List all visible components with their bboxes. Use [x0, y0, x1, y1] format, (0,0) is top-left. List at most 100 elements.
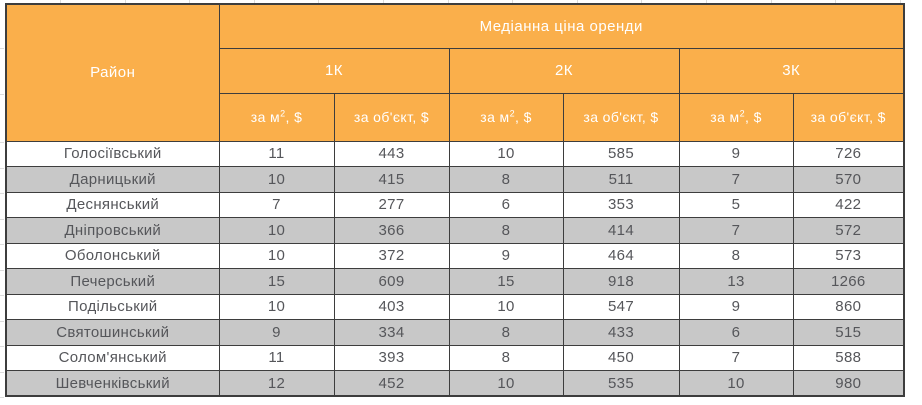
value-cell[interactable]: 8: [448, 166, 564, 193]
gridline-stub: [318, 0, 319, 3]
value-cell[interactable]: 393: [333, 344, 450, 371]
gridline-stub: [0, 142, 4, 143]
value-cell[interactable]: 6: [678, 319, 794, 346]
gridline-stub: [125, 0, 126, 3]
value-cell[interactable]: 726: [792, 140, 905, 167]
gridline-stub: [0, 270, 4, 271]
value-cell[interactable]: 443: [333, 140, 450, 167]
value-cell[interactable]: 422: [792, 191, 905, 218]
gridline-stub: [771, 0, 772, 3]
value-cell[interactable]: 9: [678, 140, 794, 167]
value-cell[interactable]: 403: [333, 293, 450, 320]
value-cell[interactable]: 277: [333, 191, 450, 218]
value-cell[interactable]: 1266: [792, 268, 905, 295]
value-cell[interactable]: 515: [792, 319, 905, 346]
value-cell[interactable]: 13: [678, 268, 794, 295]
value-cell[interactable]: 464: [562, 242, 680, 269]
value-cell[interactable]: 572: [792, 217, 905, 244]
value-cell[interactable]: 12: [218, 370, 335, 397]
group-header-2k[interactable]: 2К: [448, 47, 680, 94]
table-title[interactable]: Медіанна ціна оренди: [218, 3, 905, 49]
district-cell[interactable]: Святошинський: [5, 319, 220, 346]
value-cell[interactable]: 334: [333, 319, 450, 346]
value-cell[interactable]: 9: [448, 242, 564, 269]
district-cell[interactable]: Дарницький: [5, 166, 220, 193]
subheader-per-object-2k[interactable]: за об'єкт, $: [562, 92, 680, 142]
subheader-per-m2-1k[interactable]: за м2, $: [218, 92, 335, 142]
district-cell[interactable]: Подільський: [5, 293, 220, 320]
subheader-per-m2-3k[interactable]: за м2, $: [678, 92, 794, 142]
district-cell[interactable]: Деснянський: [5, 191, 220, 218]
table-row: Оболонський 10 372 9 464 8 573: [5, 242, 905, 269]
value-cell[interactable]: 11: [218, 140, 335, 167]
subheader-per-object-3k[interactable]: за об'єкт, $: [792, 92, 905, 142]
value-cell[interactable]: 452: [333, 370, 450, 397]
table-row: Дніпровський 10 366 8 414 7 572: [5, 217, 905, 244]
district-column-header[interactable]: Район: [5, 3, 220, 142]
value-cell[interactable]: 5: [678, 191, 794, 218]
value-cell[interactable]: 433: [562, 319, 680, 346]
value-cell[interactable]: 9: [218, 319, 335, 346]
value-cell[interactable]: 414: [562, 217, 680, 244]
value-cell[interactable]: 450: [562, 344, 680, 371]
subheader-per-m2-2k[interactable]: за м2, $: [448, 92, 564, 142]
gridline-stub: [900, 0, 901, 3]
header-row-subcolumns: за м2, $ за об'єкт, $ за м2, $ за об'єкт, $…: [6, 92, 905, 142]
value-cell[interactable]: 10: [678, 370, 794, 397]
district-cell[interactable]: Оболонський: [5, 242, 220, 269]
value-cell[interactable]: 535: [562, 370, 680, 397]
district-cell[interactable]: Солом'янський: [5, 344, 220, 371]
value-cell[interactable]: 860: [792, 293, 905, 320]
group-header-1k[interactable]: 1К: [218, 47, 450, 94]
value-cell[interactable]: 366: [333, 217, 450, 244]
district-cell[interactable]: Шевченківський: [5, 370, 220, 397]
value-cell[interactable]: 11: [218, 344, 335, 371]
value-cell[interactable]: 10: [218, 166, 335, 193]
gridline-stub: [835, 0, 836, 3]
gridline-stub: [512, 0, 513, 3]
value-cell[interactable]: 10: [218, 217, 335, 244]
value-cell[interactable]: 15: [448, 268, 564, 295]
value-cell[interactable]: 8: [678, 242, 794, 269]
superscript-2: 2: [739, 108, 745, 119]
value-cell[interactable]: 7: [678, 166, 794, 193]
value-cell[interactable]: 372: [333, 242, 450, 269]
gridline-stub: [0, 193, 4, 194]
value-cell[interactable]: 7: [678, 217, 794, 244]
value-cell[interactable]: 980: [792, 370, 905, 397]
district-cell[interactable]: Дніпровський: [5, 217, 220, 244]
value-cell[interactable]: 8: [448, 217, 564, 244]
value-cell[interactable]: 415: [333, 166, 450, 193]
value-cell[interactable]: 9: [678, 293, 794, 320]
gridline-stub: [0, 244, 4, 245]
value-cell[interactable]: 10: [218, 293, 335, 320]
district-cell[interactable]: Печерський: [5, 268, 220, 295]
subheader-per-object-1k[interactable]: за об'єкт, $: [333, 92, 450, 142]
table-row: Печерський 15 609 15 918 13 1266: [5, 268, 905, 295]
gridline-stub: [706, 0, 707, 3]
value-cell[interactable]: 353: [562, 191, 680, 218]
gridline-stub: [641, 0, 642, 3]
value-cell[interactable]: 10: [448, 140, 564, 167]
district-cell[interactable]: Голосіївський: [5, 140, 220, 167]
value-cell[interactable]: 10: [448, 370, 564, 397]
table-row: Подільський 10 403 10 547 9 860: [5, 293, 905, 320]
value-cell[interactable]: 7: [218, 191, 335, 218]
value-cell[interactable]: 7: [678, 344, 794, 371]
value-cell[interactable]: 588: [792, 344, 905, 371]
value-cell[interactable]: 8: [448, 319, 564, 346]
value-cell[interactable]: 547: [562, 293, 680, 320]
value-cell[interactable]: 511: [562, 166, 680, 193]
value-cell[interactable]: 573: [792, 242, 905, 269]
gridline-stub: [254, 0, 255, 3]
value-cell[interactable]: 15: [218, 268, 335, 295]
value-cell[interactable]: 570: [792, 166, 905, 193]
value-cell[interactable]: 609: [333, 268, 450, 295]
value-cell[interactable]: 10: [218, 242, 335, 269]
value-cell[interactable]: 918: [562, 268, 680, 295]
value-cell[interactable]: 8: [448, 344, 564, 371]
group-header-3k[interactable]: 3К: [678, 47, 905, 94]
value-cell[interactable]: 10: [448, 293, 564, 320]
value-cell[interactable]: 6: [448, 191, 564, 218]
value-cell[interactable]: 585: [562, 140, 680, 167]
